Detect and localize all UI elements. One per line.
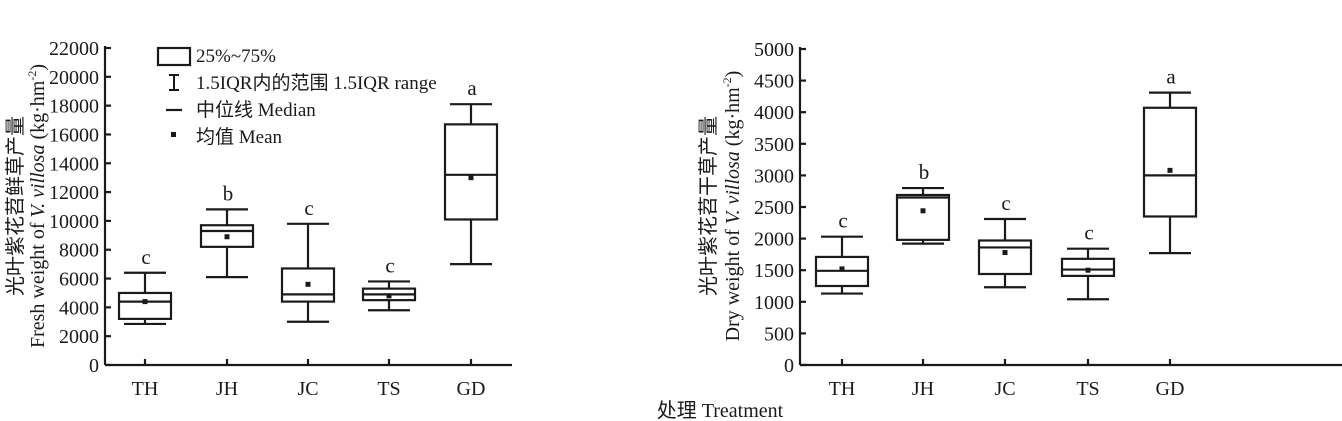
significance-letter: c [304,196,313,220]
y-tick-label: 14000 [49,153,99,175]
y-tick-label: 22000 [49,38,99,60]
legend-whisker-label: 1.5IQR内的范围 1.5IQR range [196,72,437,94]
iqr-box [895,193,951,241]
mean-marker [468,175,474,181]
y-tick-label: 10000 [49,211,99,233]
iqr-box [117,291,173,320]
y-tick-label: 6000 [59,269,99,291]
box-JH: b [895,160,951,245]
y-axis-title-part: ) [27,64,49,71]
box-TH: c [814,209,870,295]
significance-letter: c [1001,191,1010,215]
box-TS: c [1060,221,1116,301]
y-tick-label: 3000 [754,165,794,187]
y-tick-label: 1500 [754,260,794,282]
x-tick-label: JH [216,378,238,400]
significance-letter: a [1166,65,1176,89]
y-tick-label: 0 [784,355,794,377]
mean-marker [1002,250,1008,256]
iqr-box [1142,106,1198,218]
x-tick-label: TS [377,378,400,400]
x-tick-label: TH [829,378,856,400]
y-axis-title-species: V. villosa [27,145,49,218]
x-tick-label: GD [457,378,486,400]
box-JH: b [199,181,255,279]
significance-letter: b [223,181,234,205]
significance-letter: c [141,245,150,269]
y-axis-title-sup: -2 [25,71,39,81]
iqr-box [280,267,336,303]
legend-median-label: 中位线 Median [196,99,316,121]
mean-marker [142,299,148,305]
significance-letter: c [1084,221,1093,245]
y-axis-title-sup: -2 [720,77,734,87]
y-tick-label: 5000 [754,39,794,61]
x-tick-label: TS [1076,378,1099,400]
mean-marker [224,234,230,240]
y-tick-label: 3500 [754,134,794,156]
box-JC: c [977,191,1033,289]
y-tick-label: 8000 [59,240,99,262]
y-axis-title-en: Fresh weight of V. villosa (kg·hm-2) [25,64,49,348]
iqr-box [977,239,1033,276]
legend-box-swatch [156,46,192,67]
legend: 25%~75% 1.5IQR内的范围 1.5IQR range 中位线 Medi… [156,46,437,148]
box-GD: a [1142,65,1198,255]
y-axis-title-part: (kg·hm [722,87,744,151]
fresh-weight-chart: 0 2000 4000 6000 8000 10000 12000 14000 16000 180… [4,38,512,400]
iqr-box [443,123,499,221]
y-axis-title-part: (kg·hm [27,80,49,144]
y-axis-title-species: V. villosa [722,151,744,224]
y-axis-title-cn: 光叶紫花苕干草产量 [697,116,720,296]
y-tick-label: 4000 [754,102,794,124]
y-tick-label: 12000 [49,182,99,204]
mean-marker [386,293,392,299]
mean-marker [305,281,311,287]
y-axis-title-part: ) [722,71,744,78]
legend-mean-label: 均值 Mean [196,126,283,148]
mean-marker [920,208,926,214]
y-axis-title-cn: 光叶紫花苕鲜草产量 [4,116,27,296]
y-tick-label: 2000 [754,229,794,251]
box-GD: a [443,76,499,266]
y-tick-label: 16000 [49,124,99,146]
mean-marker [839,266,845,272]
y-tick-label: 4000 [59,297,99,319]
y-axis-title-part: Dry weight of [722,224,744,341]
significance-letter: c [385,253,394,277]
legend-whisker-swatch [169,74,179,91]
significance-letter: b [919,160,930,184]
legend-mean-swatch [171,132,176,137]
x-tick-label: JC [297,378,318,400]
x-tick-label: JH [912,378,934,400]
y-tick-label: 4500 [754,71,794,93]
y-tick-label: 1000 [754,292,794,314]
dry-weight-chart: 0 500 1000 1500 2000 2500 3000 3500 4000 4500 5000… [697,39,1342,400]
legend-box-label: 25%~75% [196,46,276,67]
y-tick-label: 18000 [49,96,99,118]
mean-marker [1085,267,1091,273]
y-tick-label: 0 [89,355,99,377]
iqr-box [1060,257,1116,277]
x-tick-label: TH [132,378,159,400]
x-tick-label: JC [994,378,1015,400]
box-TH: c [117,245,173,326]
x-axis-title: 处理 Treatment [657,399,784,421]
significance-letter: c [838,209,847,233]
y-tick-label: 2500 [754,197,794,219]
y-tick-label: 2000 [59,326,99,348]
y-axis-title-en: Dry weight of V. villosa (kg·hm-2) [720,71,744,342]
mean-marker [1167,167,1173,173]
x-tick-label: GD [1156,378,1185,400]
significance-letter: a [467,76,477,100]
box-TS: c [361,253,417,312]
y-axis-title-part: Fresh weight of [27,217,49,348]
box-JC: c [280,196,336,323]
y-tick-label: 500 [764,323,794,345]
iqr-box [199,224,255,248]
y-tick-label: 20000 [49,67,99,89]
